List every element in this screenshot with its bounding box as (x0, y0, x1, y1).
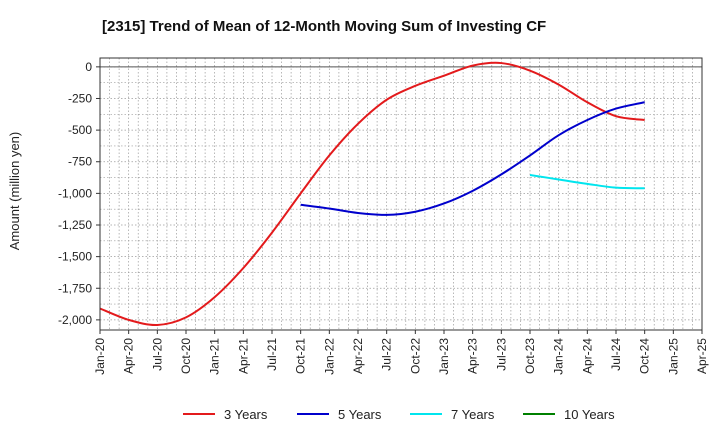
x-tick-label: Jul-22 (380, 338, 394, 371)
y-axis-ticks: 0 -250 -500 -750 -1,000 -1,250 -1,500 -1,750 -2,… (58, 60, 100, 327)
x-axis-ticks: Jan-20 Apr-20 Jul-20 Oct-20 Jan-21 Apr-21 Jul-… (93, 330, 709, 375)
x-tick-label: Apr-20 (122, 338, 136, 374)
x-tick-label: Apr-24 (580, 338, 594, 374)
x-tick-label: Jan-22 (322, 338, 336, 375)
y-tick-label: -250 (68, 91, 92, 105)
x-tick-label: Apr-23 (466, 338, 480, 374)
x-tick-label: Apr-25 (695, 338, 709, 374)
legend-label-3-years: 3 Years (224, 407, 268, 422)
x-tick-label: Jan-20 (93, 338, 107, 375)
series-lines (99, 61, 645, 326)
y-tick-label: -2,000 (58, 313, 92, 327)
x-tick-label: Oct-21 (294, 338, 308, 374)
x-tick-label: Jul-24 (609, 338, 623, 371)
legend-label-7-years: 7 Years (451, 407, 495, 422)
x-tick-label: Apr-21 (236, 338, 250, 374)
x-tick-label: Oct-20 (179, 338, 193, 374)
y-tick-label: -500 (68, 123, 92, 137)
x-tick-label: Jan-23 (437, 338, 451, 375)
y-tick-label: 0 (85, 60, 92, 74)
x-tick-label: Jul-21 (265, 338, 279, 371)
y-tick-label: -1,250 (58, 218, 92, 232)
y-tick-label: -1,000 (58, 186, 92, 200)
y-tick-label: -1,750 (58, 281, 92, 295)
plot-frame (99, 57, 703, 331)
legend-label-5-years: 5 Years (338, 407, 382, 422)
legend: 3 Years 5 Years 7 Years 10 Years (183, 407, 615, 422)
grid-lines (99, 58, 703, 330)
chart-title: [2315] Trend of Mean of 12-Month Moving … (102, 18, 546, 35)
legend-label-10-years: 10 Years (564, 407, 615, 422)
series-line-5-years (300, 101, 645, 216)
x-tick-label: Jan-24 (552, 338, 566, 375)
x-tick-label: Jan-21 (208, 338, 222, 375)
y-axis-label: Amount (million yen) (7, 132, 22, 251)
x-tick-label: Jul-23 (494, 338, 508, 371)
y-tick-label: -750 (68, 155, 92, 169)
series-line-3-years (99, 61, 645, 326)
x-tick-label: Apr-22 (351, 338, 365, 374)
x-tick-label: Oct-24 (638, 338, 652, 374)
x-tick-label: Jul-20 (150, 338, 164, 371)
x-tick-label: Oct-23 (523, 338, 537, 374)
y-tick-label: -1,500 (58, 250, 92, 264)
x-tick-label: Jan-25 (666, 338, 680, 375)
series-line-7-years (529, 174, 645, 190)
x-tick-label: Oct-22 (408, 338, 422, 374)
